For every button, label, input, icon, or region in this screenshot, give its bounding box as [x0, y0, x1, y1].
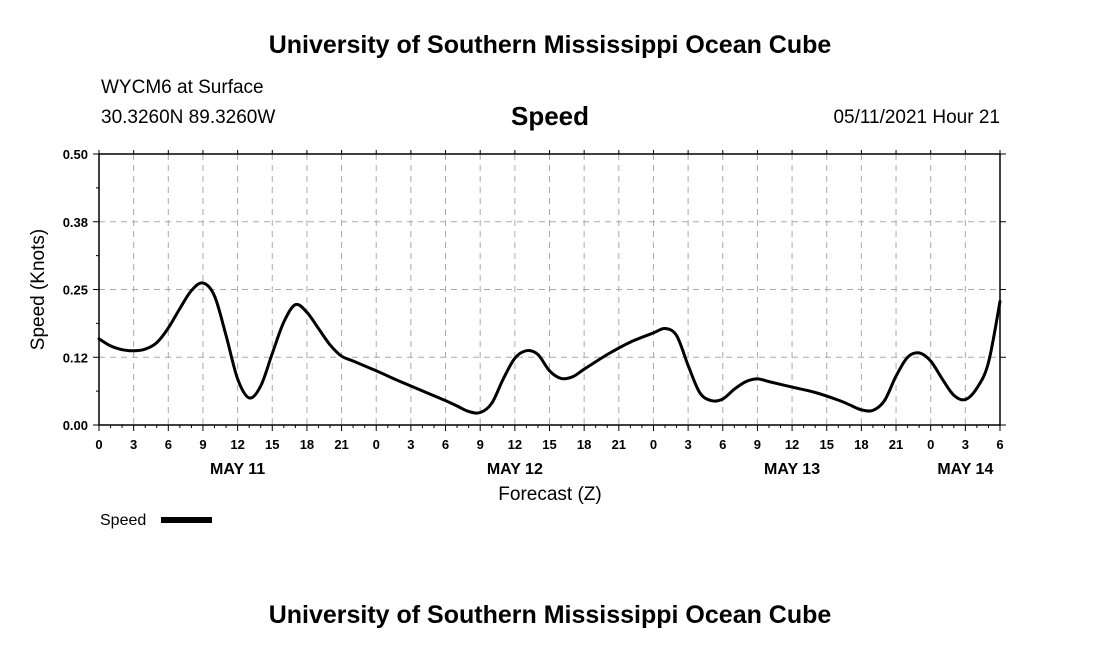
x-tick-label: 15	[819, 437, 833, 452]
station-label: WYCM6 at Surface	[101, 77, 264, 98]
y-tick-label: 0.12	[63, 350, 88, 365]
x-tick-label: 0	[927, 437, 934, 452]
y-tick-label: 0.00	[63, 418, 88, 433]
page-title-top: University of Southern Mississippi Ocean…	[268, 31, 832, 59]
x-tick-label: 15	[265, 437, 279, 452]
x-date-label: MAY 13	[764, 461, 820, 478]
x-tick-label: 15	[542, 437, 556, 452]
x-tick-label: 9	[477, 437, 484, 452]
x-tick-label: 0	[650, 437, 657, 452]
y-tick-label: 0.50	[63, 147, 88, 162]
y-tick-label: 0.38	[63, 215, 88, 230]
x-tick-label: 18	[300, 437, 314, 452]
x-tick-label: 12	[785, 437, 799, 452]
x-tick-label: 6	[719, 437, 726, 452]
x-tick-label: 9	[199, 437, 206, 452]
x-tick-label: 3	[130, 437, 137, 452]
y-axis-title: Speed (Knots)	[28, 229, 49, 350]
x-tick-label: 18	[854, 437, 868, 452]
y-tick-label: 0.25	[63, 283, 88, 298]
plot-frame	[98, 153, 1001, 426]
x-tick-label: 3	[684, 437, 691, 452]
x-tick-label: 0	[373, 437, 380, 452]
x-tick-label: 6	[165, 437, 172, 452]
x-date-label: MAY 14	[937, 461, 993, 478]
coordinates-label: 30.3260N 89.3260W	[101, 107, 276, 128]
x-tick-label: 21	[334, 437, 348, 452]
series-line-speed	[97, 281, 1002, 415]
x-tick-label: 21	[612, 437, 626, 452]
x-axis-title: Forecast (Z)	[498, 484, 601, 505]
x-tick-label: 3	[962, 437, 969, 452]
x-date-label: MAY 12	[487, 461, 543, 478]
x-tick-label: 18	[577, 437, 591, 452]
x-tick-label: 12	[230, 437, 244, 452]
page-title-bottom: University of Southern Mississippi Ocean…	[268, 601, 832, 629]
x-tick-label: 6	[996, 437, 1003, 452]
legend-label: Speed	[100, 512, 146, 529]
datetime-label: 05/11/2021 Hour 21	[833, 107, 1000, 128]
x-tick-label: 9	[754, 437, 761, 452]
x-tick-label: 21	[889, 437, 903, 452]
x-tick-label: 12	[508, 437, 522, 452]
x-date-label: MAY 11	[210, 461, 265, 478]
chart-title: Speed	[510, 101, 590, 131]
x-tick-label: 3	[407, 437, 414, 452]
x-tick-label: 0	[95, 437, 102, 452]
x-tick-label: 6	[442, 437, 449, 452]
